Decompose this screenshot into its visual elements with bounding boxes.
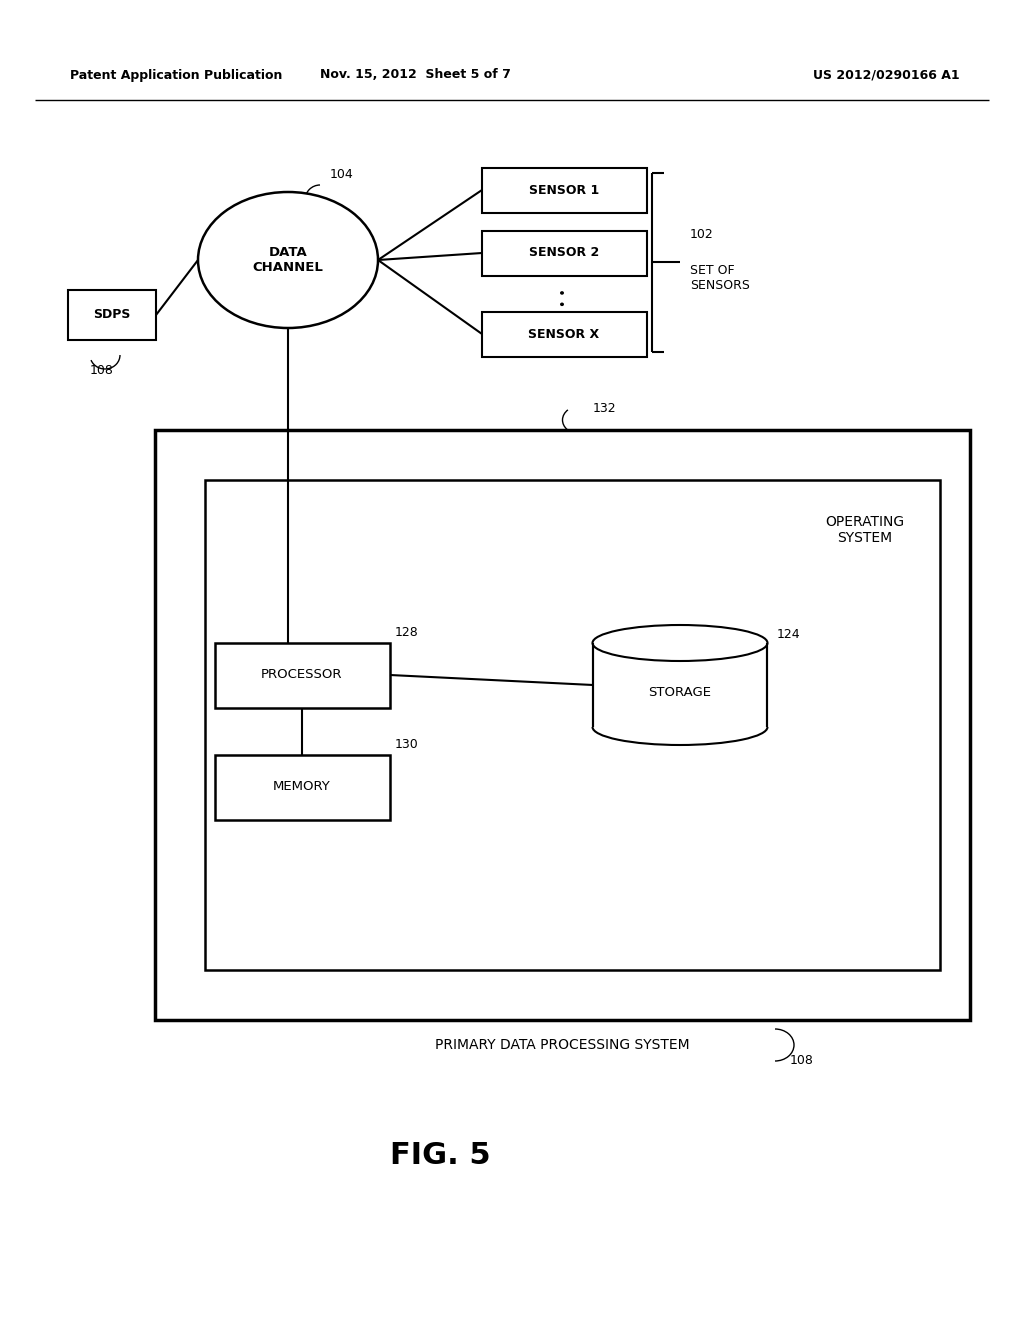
Text: 128: 128 — [395, 627, 419, 639]
Text: SET OF
SENSORS: SET OF SENSORS — [690, 264, 750, 292]
Text: FIG. 5: FIG. 5 — [390, 1140, 490, 1170]
Bar — [482, 231, 647, 276]
Bar — [205, 480, 940, 970]
Bar — [482, 312, 647, 356]
Text: SENSOR X: SENSOR X — [528, 327, 600, 341]
Text: DATA
CHANNEL: DATA CHANNEL — [253, 246, 324, 275]
Text: 132: 132 — [593, 401, 616, 414]
Text: Patent Application Publication: Patent Application Publication — [70, 69, 283, 82]
Text: 108: 108 — [90, 363, 114, 376]
Text: 124: 124 — [777, 628, 801, 642]
Text: 104: 104 — [330, 169, 353, 181]
Text: 102: 102 — [690, 227, 714, 240]
Text: PRIMARY DATA PROCESSING SYSTEM: PRIMARY DATA PROCESSING SYSTEM — [434, 1038, 689, 1052]
Text: 108: 108 — [790, 1053, 814, 1067]
Ellipse shape — [593, 624, 768, 661]
Text: SENSOR 1: SENSOR 1 — [528, 183, 599, 197]
Text: • •: • • — [557, 289, 570, 308]
Bar — [68, 290, 156, 341]
Text: STORAGE: STORAGE — [648, 686, 712, 700]
Text: 130: 130 — [395, 738, 419, 751]
Text: Nov. 15, 2012  Sheet 5 of 7: Nov. 15, 2012 Sheet 5 of 7 — [319, 69, 510, 82]
Ellipse shape — [198, 191, 378, 327]
Bar — [215, 755, 390, 820]
Bar — [593, 643, 768, 727]
Text: OPERATING
SYSTEM: OPERATING SYSTEM — [825, 515, 904, 545]
Text: MEMORY: MEMORY — [273, 780, 331, 793]
Text: SDPS: SDPS — [93, 309, 131, 322]
Text: US 2012/0290166 A1: US 2012/0290166 A1 — [813, 69, 961, 82]
Text: PROCESSOR: PROCESSOR — [261, 668, 343, 681]
Bar — [215, 643, 390, 708]
Bar — [482, 168, 647, 213]
Bar — [155, 430, 970, 1020]
Text: SENSOR 2: SENSOR 2 — [528, 247, 599, 260]
